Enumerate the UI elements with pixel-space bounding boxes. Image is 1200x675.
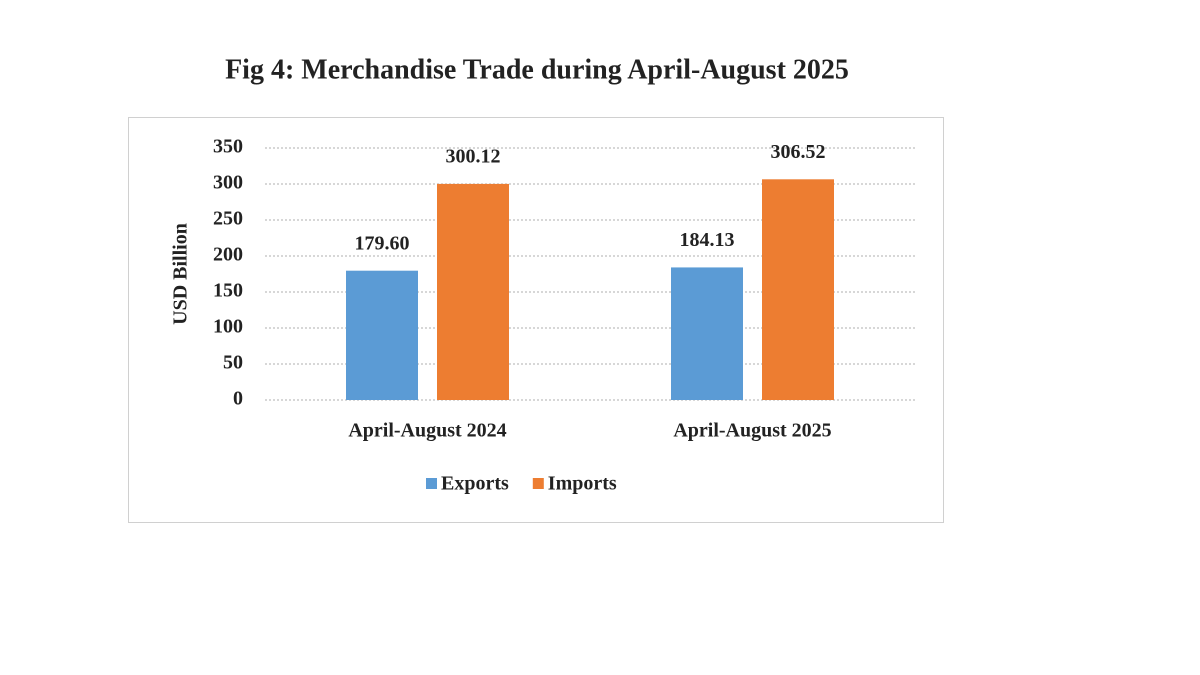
bar	[437, 183, 509, 400]
y-tick-label: 200	[213, 244, 243, 266]
data-label: 184.13	[680, 229, 735, 251]
bar	[346, 270, 418, 400]
y-tick-label: 100	[213, 316, 243, 338]
bar	[762, 179, 834, 400]
y-tick-label: 250	[213, 208, 243, 230]
legend-label: Exports	[441, 473, 509, 495]
bar	[671, 267, 743, 400]
y-tick-label: 350	[213, 136, 243, 158]
chart-title: Fig 4: Merchandise Trade during April-Au…	[225, 54, 849, 85]
x-tick-label: April-August 2025	[673, 420, 831, 442]
chart-frame	[128, 117, 944, 523]
y-tick-label: 150	[213, 280, 243, 302]
y-tick-label: 300	[213, 172, 243, 194]
y-axis-label: USD Billion	[170, 223, 192, 325]
legend-swatch	[532, 478, 544, 489]
legend-swatch	[426, 478, 437, 489]
data-label: 306.52	[771, 141, 826, 163]
data-label: 300.12	[446, 146, 501, 168]
x-tick-label: April-August 2024	[348, 420, 506, 442]
y-tick-label: 50	[223, 352, 243, 374]
data-label: 179.60	[355, 232, 410, 254]
legend-label: Imports	[548, 473, 617, 495]
y-tick-label: 0	[233, 388, 243, 410]
